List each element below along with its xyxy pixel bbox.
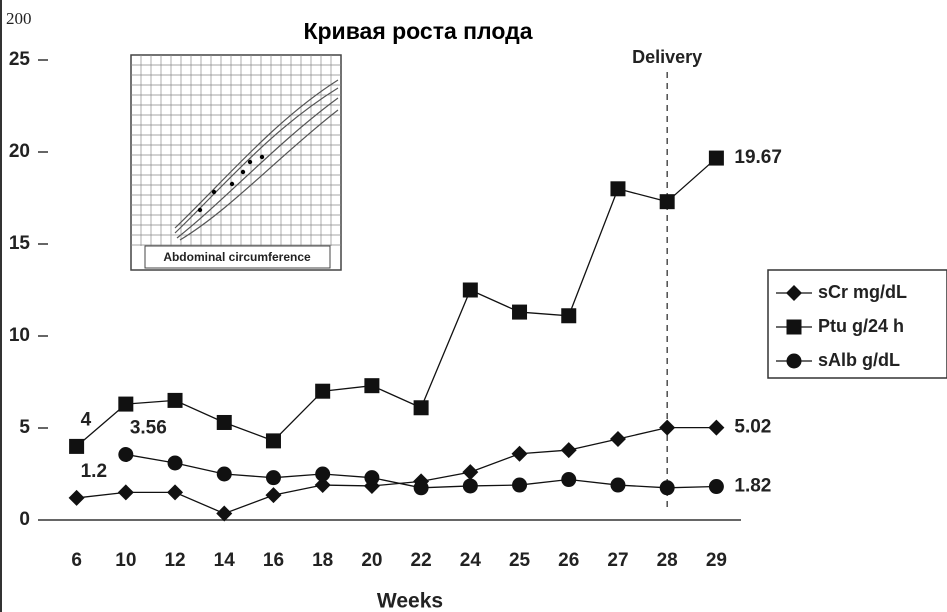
marker-circle: [216, 466, 232, 482]
inset-dot: [197, 207, 203, 213]
x-tick-label: 14: [214, 550, 236, 571]
x-tick-label: 6: [71, 550, 82, 571]
marker-circle: [462, 478, 478, 494]
marker-circle: [167, 455, 183, 471]
x-tick-label: 20: [361, 550, 382, 571]
y-tick-label: 25: [9, 49, 31, 70]
data-label: 19.67: [734, 147, 782, 168]
series-line: [76, 426, 717, 515]
x-tick-label: 25: [509, 550, 531, 571]
marker-square: [708, 150, 724, 166]
marker-circle: [561, 472, 577, 488]
chart-title: Кривая роста плода: [303, 18, 532, 44]
marker-square: [364, 378, 380, 394]
marker-diamond: [511, 445, 528, 462]
y-tick-label: 10: [9, 325, 30, 346]
marker-diamond: [609, 431, 626, 448]
legend-label: sCr mg/dL: [818, 282, 907, 302]
inset-label: Abdominal circumference: [163, 250, 311, 264]
marker-diamond: [68, 489, 85, 506]
marker-diamond: [117, 484, 134, 501]
y-tick-label: 0: [19, 509, 30, 530]
marker-diamond: [708, 419, 725, 436]
marker-square: [561, 308, 577, 324]
marker-circle: [118, 446, 134, 462]
y-tick-label: 20: [9, 141, 30, 162]
x-tick-label: 16: [263, 550, 284, 571]
marker-square: [786, 319, 802, 335]
marker-diamond: [167, 484, 184, 501]
inset-frame: [130, 54, 342, 271]
x-tick-label: 24: [460, 550, 482, 571]
x-tick-label: 22: [411, 550, 432, 571]
x-tick-label: 29: [706, 550, 727, 571]
marker-circle: [265, 470, 281, 486]
data-label: 4: [81, 409, 92, 430]
marker-diamond: [216, 505, 233, 522]
marker-square: [69, 438, 85, 454]
y-tick-label: 5: [19, 417, 30, 438]
legend-label: Ptu g/24 h: [818, 316, 904, 336]
inset-dot: [240, 169, 246, 175]
marker-circle: [708, 479, 724, 495]
corner-text: 200: [6, 9, 32, 28]
inset-image: Abdominal circumference: [130, 54, 342, 271]
inset-curve: [174, 79, 339, 229]
y-tick-label: 15: [9, 233, 31, 254]
marker-square: [512, 304, 528, 320]
marker-diamond: [462, 464, 479, 481]
x-axis-label: Weeks: [377, 590, 443, 612]
marker-circle: [315, 466, 331, 482]
inset-label-box: [144, 245, 331, 269]
legend-label: sAlb g/dL: [818, 350, 900, 370]
inset-dot: [259, 154, 265, 160]
inset-curve: [179, 109, 339, 241]
marker-square: [315, 383, 331, 399]
marker-square: [462, 282, 478, 298]
marker-circle: [512, 477, 528, 493]
marker-diamond: [265, 487, 282, 504]
data-label: 5.02: [734, 417, 771, 438]
marker-square: [216, 414, 232, 430]
inset-dot: [211, 189, 217, 195]
marker-circle: [364, 470, 380, 486]
marker-square: [413, 400, 429, 416]
marker-diamond: [560, 442, 577, 459]
marker-diamond: [786, 285, 802, 301]
x-tick-label: 12: [164, 550, 185, 571]
marker-square: [167, 392, 183, 408]
inset-dot: [247, 159, 253, 165]
x-tick-label: 28: [657, 550, 678, 571]
marker-circle: [786, 353, 802, 369]
data-label: 1.2: [81, 461, 107, 482]
marker-square: [118, 396, 134, 412]
marker-diamond: [659, 419, 676, 436]
inset-dot: [229, 181, 235, 187]
x-tick-label: 10: [115, 550, 136, 571]
data-label: 1.82: [734, 476, 771, 497]
inset-curve: [176, 97, 339, 239]
inset-curve: [174, 87, 339, 234]
delivery-label: Delivery: [632, 47, 702, 67]
x-tick-label: 18: [312, 550, 333, 571]
data-label: 3.56: [130, 418, 167, 439]
marker-circle: [659, 480, 675, 496]
marker-square: [265, 433, 281, 449]
marker-circle: [413, 480, 429, 496]
x-tick-label: 27: [607, 550, 628, 571]
marker-square: [659, 194, 675, 210]
x-tick-label: 26: [558, 550, 579, 571]
marker-square: [610, 181, 626, 197]
marker-diamond: [314, 477, 331, 494]
marker-circle: [610, 477, 626, 493]
series-line: [76, 157, 717, 447]
